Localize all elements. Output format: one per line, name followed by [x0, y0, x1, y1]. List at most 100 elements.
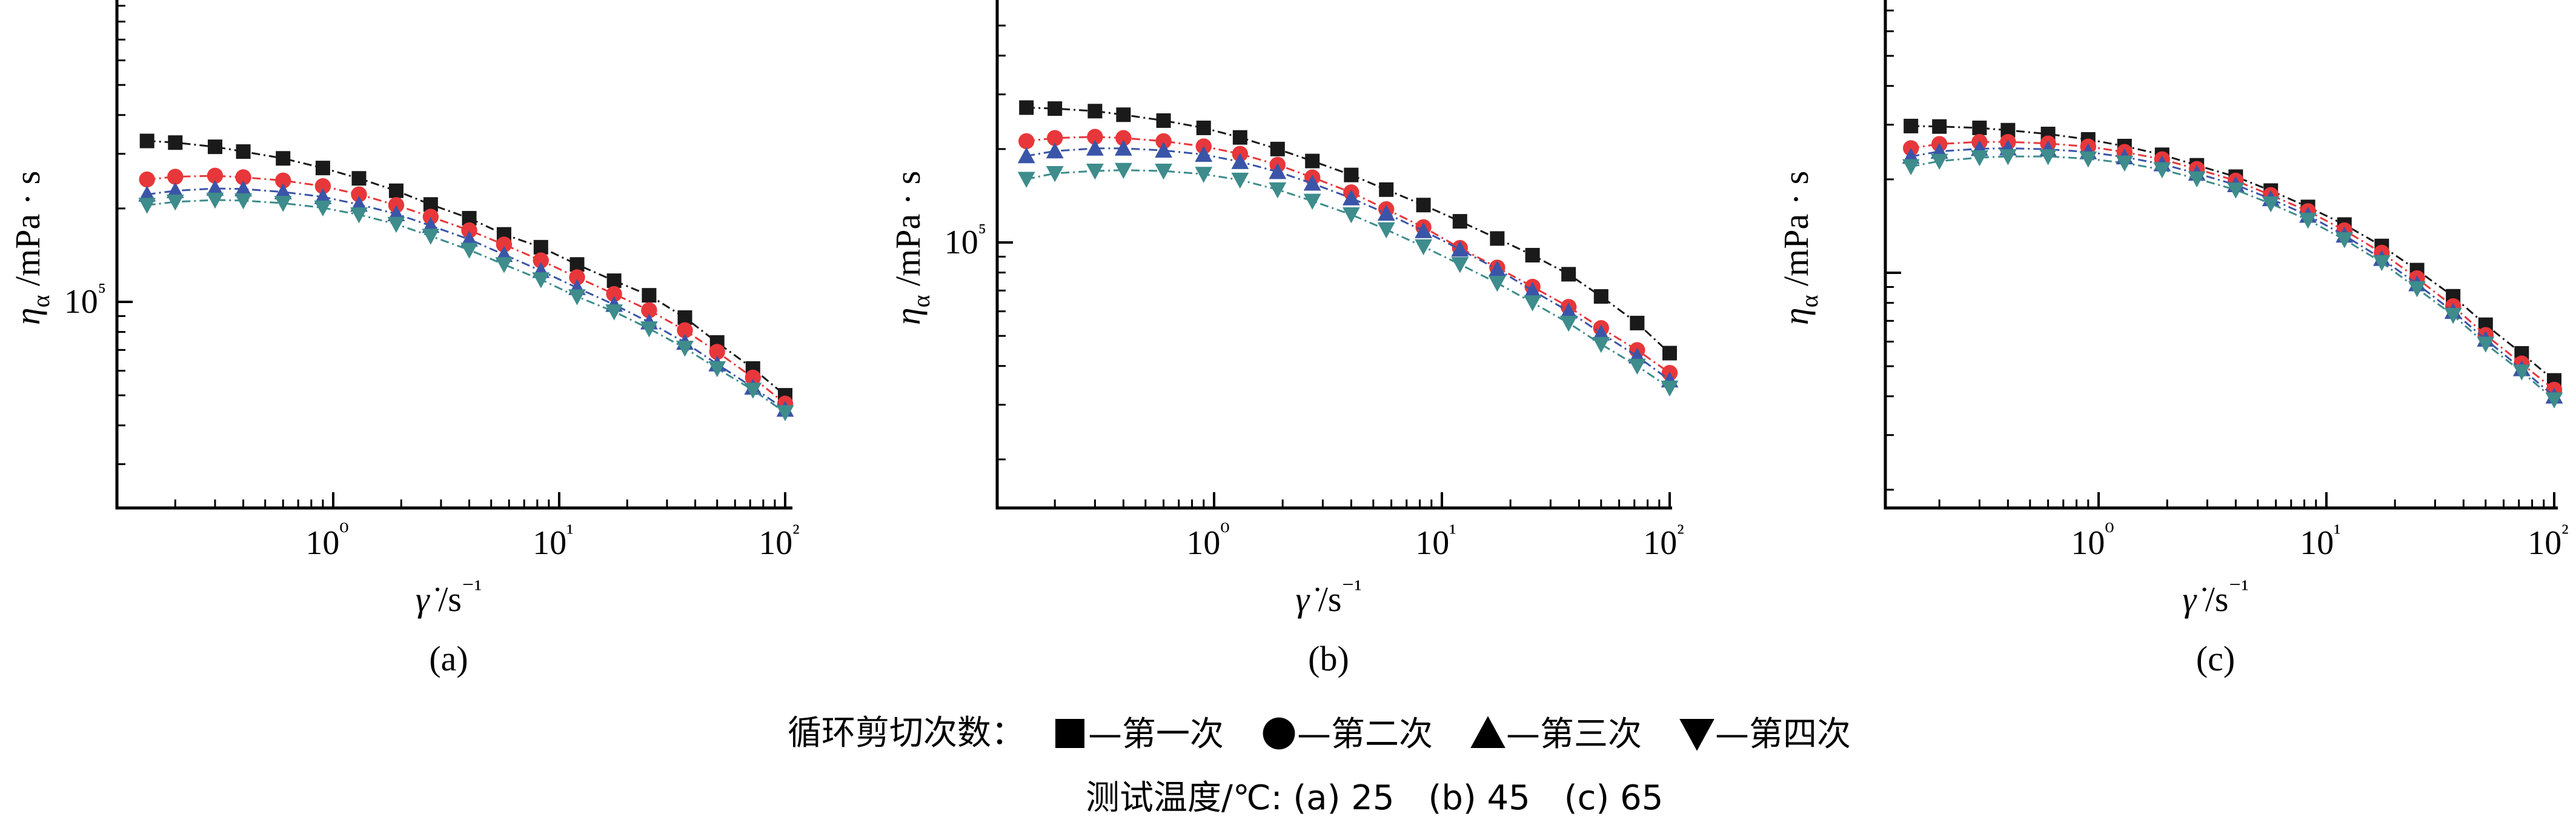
y-axis-label: ηα /mPa · s — [1776, 171, 1823, 325]
data-point — [422, 229, 440, 245]
series-line — [1910, 155, 2555, 401]
data-point — [206, 192, 224, 209]
data-point — [315, 161, 330, 176]
data-point — [2226, 182, 2245, 199]
data-point — [314, 200, 332, 217]
data-point — [1116, 107, 1131, 122]
data-point — [2116, 155, 2134, 172]
data-point — [1490, 231, 1505, 246]
legend-item: —第三次 — [1470, 715, 1642, 754]
data-point — [1269, 162, 1287, 179]
data-point — [568, 289, 586, 306]
data-point — [2335, 232, 2354, 249]
data-point — [1592, 336, 1610, 353]
x-tick-label: 10² — [1643, 519, 1684, 562]
data-point — [2408, 281, 2426, 298]
data-point — [1086, 139, 1104, 156]
data-point — [139, 171, 155, 188]
data-point — [1999, 149, 2017, 165]
data-point — [166, 195, 184, 211]
data-point — [206, 179, 224, 196]
data-point — [744, 382, 762, 399]
data-point — [532, 272, 550, 289]
data-point — [776, 405, 794, 421]
data-point — [1305, 153, 1320, 169]
chart-panel-3: 10⁰ 10¹ 10² γ̇ /s⁻¹ ηα /mPa · s (c) — [1776, 0, 2569, 678]
data-point — [236, 144, 251, 159]
x-tick-label: 10² — [759, 519, 799, 562]
data-point — [1155, 133, 1172, 150]
data-point — [275, 172, 291, 189]
data-point — [2477, 336, 2495, 353]
legend-marker-square — [1055, 719, 1084, 748]
data-point — [2372, 255, 2391, 272]
y-axis-label: ηα /mPa · s — [8, 171, 55, 325]
data-point — [1592, 324, 1610, 341]
data-point — [1086, 164, 1104, 180]
data-point — [138, 185, 156, 202]
data-point — [460, 230, 478, 247]
panel-label: (c) — [2196, 639, 2235, 678]
data-point — [1195, 167, 1213, 183]
data-point — [1114, 162, 1132, 179]
data-point — [1196, 120, 1211, 135]
data-point — [1046, 165, 1064, 182]
data-point — [351, 186, 367, 202]
legend-item: —第一次 — [1055, 715, 1224, 754]
data-point — [207, 167, 224, 184]
data-point — [642, 288, 657, 303]
data-point — [2039, 149, 2057, 165]
data-point — [1902, 159, 1920, 176]
data-point — [1488, 275, 1506, 292]
data-point — [1930, 153, 1948, 170]
data-point — [1628, 358, 1646, 375]
legend-item: —第四次 — [1679, 715, 1851, 754]
data-point — [1114, 139, 1132, 156]
data-point — [234, 180, 252, 196]
legend-items: —第一次 —第二次 —第三次 —第四次 — [1055, 715, 1851, 754]
data-point — [2262, 196, 2280, 213]
data-point — [1593, 289, 1608, 304]
series-2 — [1903, 133, 2563, 398]
data-point — [1379, 182, 1394, 197]
data-point — [138, 198, 156, 214]
axis-frame — [1884, 0, 2558, 510]
series-line — [147, 175, 786, 405]
data-point — [2299, 212, 2317, 229]
x-tick-label: 10⁰ — [305, 519, 348, 562]
data-point — [2545, 392, 2563, 409]
data-point — [235, 169, 251, 185]
data-point — [495, 257, 513, 273]
data-point — [207, 139, 222, 155]
data-point — [276, 151, 291, 166]
data-point — [1559, 315, 1578, 332]
data-point — [606, 273, 622, 289]
data-point — [2153, 162, 2171, 179]
series-3 — [1017, 139, 1679, 388]
data-point — [1017, 147, 1035, 164]
data-point — [1019, 100, 1034, 115]
x-tick-label: 10¹ — [533, 519, 573, 562]
data-point — [1018, 133, 1035, 150]
data-point — [1524, 281, 1542, 298]
data-point — [1047, 101, 1063, 116]
data-point — [1046, 142, 1064, 159]
chart-panel-1: 10⁰ 10¹ 10² 10⁵ γ̇ /s⁻¹ ηα /mPa · s (a) — [8, 0, 800, 678]
data-point — [1156, 113, 1171, 128]
temperature-note: 测试温度/℃: (a) 25 (b) 45 (c) 65 — [1086, 778, 1663, 818]
legend-marker-triangle-up — [1470, 716, 1505, 748]
data-point — [388, 197, 405, 213]
data-point — [1231, 172, 1249, 189]
data-point — [1451, 257, 1469, 273]
data-point — [2188, 171, 2206, 188]
series-1 — [1904, 118, 2561, 388]
x-axis-label: γ̇ /s⁻¹ — [1295, 575, 1361, 619]
data-point — [1972, 120, 1987, 135]
data-point — [1342, 189, 1360, 205]
legend-marker-circle — [1263, 717, 1295, 750]
data-point — [166, 182, 184, 198]
legend-label: —第一次 — [1088, 715, 1224, 754]
data-point — [1377, 222, 1395, 239]
data-point — [1344, 167, 1359, 182]
